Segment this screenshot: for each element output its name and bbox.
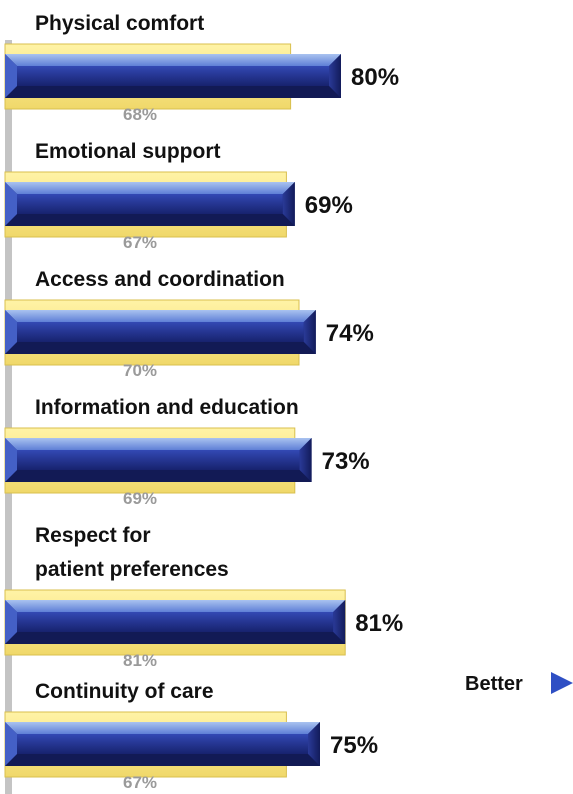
result-bar [5, 722, 320, 766]
category-label: Respect for [35, 524, 151, 547]
category-label: Information and education [35, 396, 299, 419]
value-label: 69% [305, 192, 353, 219]
value-label: 81% [355, 610, 403, 637]
comparison-label: 67% [123, 233, 157, 252]
result-bar [5, 310, 316, 354]
result-bar [5, 182, 295, 226]
category-label: Physical comfort [35, 12, 204, 35]
comparison-label: 69% [123, 489, 157, 508]
category-label: Emotional support [35, 140, 221, 163]
axis-line [5, 40, 12, 794]
comparison-label: 81% [123, 651, 157, 670]
value-label: 74% [326, 320, 374, 347]
result-bar [5, 600, 346, 644]
comparison-label: 68% [123, 105, 157, 124]
category-label: Access and coordination [35, 268, 285, 291]
result-bar [5, 438, 312, 482]
value-label: 73% [322, 448, 370, 475]
result-bar [5, 54, 341, 98]
category-label: Continuity of care [35, 680, 214, 703]
better-label: Better [465, 673, 523, 695]
category-label: patient preferences [35, 558, 229, 581]
value-label: 75% [330, 732, 378, 759]
comparison-label: 70% [123, 361, 157, 380]
right-triangle-icon [551, 672, 573, 694]
value-label: 80% [351, 64, 399, 91]
comparison-label: 67% [123, 773, 157, 792]
